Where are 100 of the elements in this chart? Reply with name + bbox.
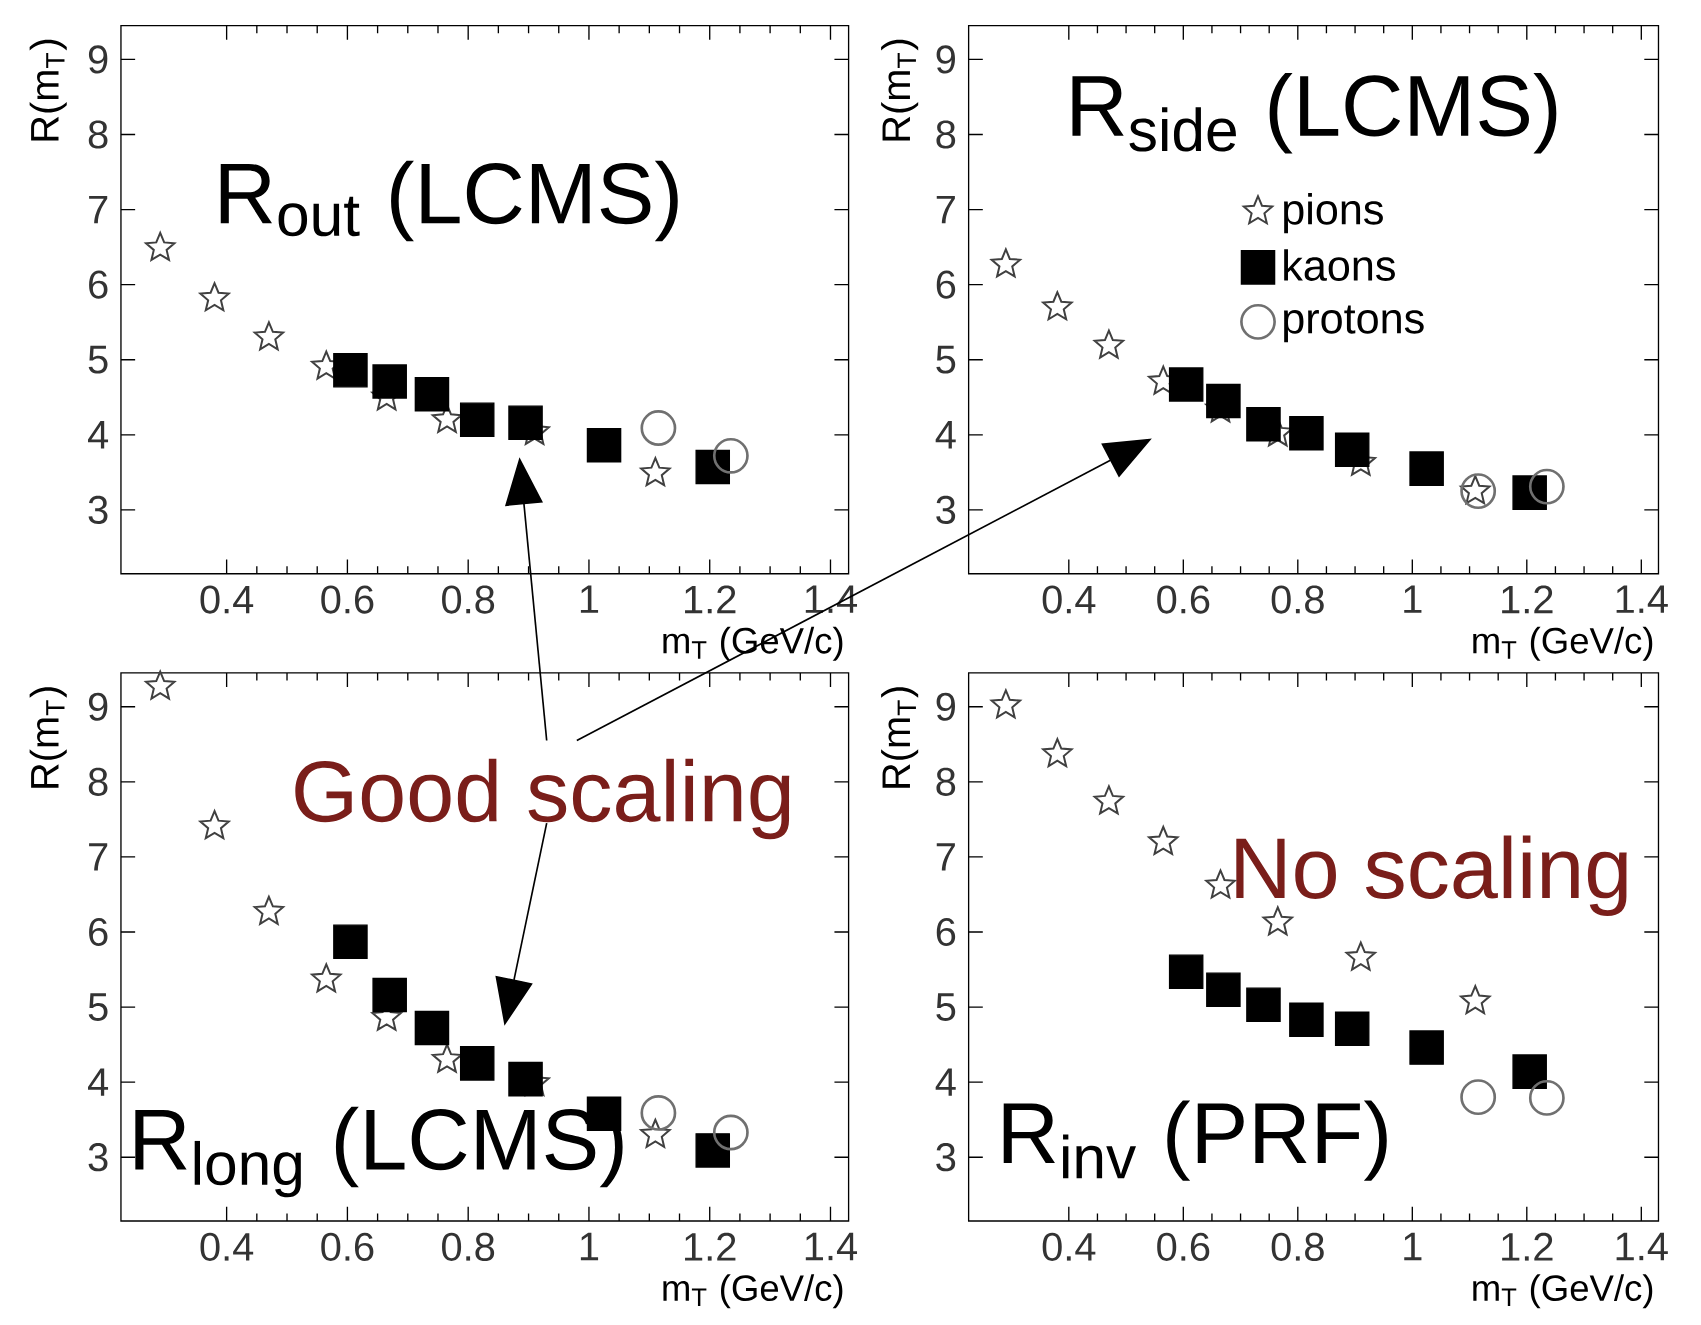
x-tick-label: 0.8 (442, 1232, 495, 1261)
y-tick-label: 4 (88, 1068, 109, 1096)
y-tick-label: 5 (88, 993, 108, 1021)
x-tick-label: 1 (580, 585, 599, 613)
x-tick-label: 1.4 (1616, 585, 1668, 613)
x-tick-label: 0.8 (1271, 585, 1324, 614)
point (1528, 468, 1565, 505)
point (508, 405, 543, 441)
x-axis-title: m$_{T}$ (GeV/c) (663, 1274, 843, 1309)
y-tick-label: 5 (936, 993, 956, 1021)
point (311, 963, 342, 993)
y-tick-label: 3 (936, 495, 956, 524)
point (1512, 1054, 1547, 1089)
x-tick-label: 1.2 (685, 585, 736, 614)
point (333, 352, 368, 388)
point (712, 1114, 749, 1151)
point (586, 428, 622, 463)
x-axis-title: m$_{T}$ (GeV/c) (1473, 1274, 1653, 1309)
point (640, 457, 671, 487)
point (1148, 825, 1179, 855)
x-tick-label: 1 (1404, 1232, 1422, 1261)
point (253, 895, 285, 925)
point (145, 670, 176, 700)
x-tick-label: 1 (580, 1232, 599, 1261)
point (1528, 1079, 1565, 1116)
x-tick-label: 0.4 (1042, 1232, 1096, 1261)
point (1512, 475, 1547, 510)
point (414, 376, 450, 412)
y-tick-label: 3 (936, 1143, 956, 1172)
legend-label: protons (1284, 305, 1424, 343)
x-tick-label: 0.4 (1042, 585, 1096, 614)
y-tick-label: 9 (936, 45, 955, 74)
point (372, 977, 407, 1013)
point (145, 231, 176, 261)
point (990, 248, 1022, 278)
point (459, 402, 495, 438)
x-tick-label: 1.2 (1502, 585, 1553, 614)
y-tick-label: 9 (88, 692, 108, 721)
y-tick-label: 7 (936, 843, 955, 871)
point (333, 924, 368, 960)
annotation: Good scaling (295, 758, 790, 840)
y-tick-label: 9 (88, 45, 108, 74)
point (199, 810, 230, 840)
text: R$_{long}$ (LCMS) (135, 1106, 623, 1198)
x-tick-label: 0.6 (321, 1232, 374, 1261)
point (1460, 1079, 1497, 1116)
y-tick-label: 7 (89, 843, 108, 871)
point (1289, 1002, 1324, 1038)
y-tick-label: 7 (936, 195, 955, 224)
legend-label: kaons (1284, 249, 1395, 281)
point (1345, 941, 1376, 971)
y-tick-label: 6 (936, 917, 956, 947)
point (1334, 1011, 1370, 1047)
point (1246, 407, 1281, 442)
y-tick-label: 8 (936, 120, 956, 149)
x-tick-label: 0.6 (1157, 585, 1210, 614)
x-tick-label: 0.8 (442, 585, 495, 614)
point (508, 1061, 543, 1097)
x-tick-label: 0.4 (200, 1232, 254, 1261)
y-tick-label: 8 (88, 767, 108, 796)
x-tick-label: 1 (1404, 585, 1422, 613)
point (1246, 987, 1281, 1023)
y-tick-label: 6 (936, 270, 956, 299)
point (253, 321, 285, 351)
point (1409, 1030, 1444, 1065)
x-tick-label: 1.2 (1502, 1232, 1553, 1261)
point (1334, 432, 1370, 468)
point (1262, 906, 1293, 936)
x-tick-label: 0.6 (321, 585, 374, 614)
point (1409, 451, 1444, 486)
point (640, 1118, 671, 1148)
y-axis-title: R(m$_{T}$) (881, 687, 919, 788)
text: R$_{inv}$ (PRF) (1003, 1100, 1387, 1181)
point (1042, 738, 1073, 768)
point (695, 449, 731, 485)
y-tick-label: 5 (936, 345, 956, 374)
y-tick-label: 3 (88, 495, 108, 524)
text: R$_{side}$ (LCMS) (1072, 73, 1557, 154)
point (640, 1094, 677, 1131)
x-tick-label: 1.4 (805, 1232, 858, 1261)
y-tick-label: 4 (88, 421, 109, 449)
point (459, 1046, 495, 1081)
point (1093, 785, 1125, 815)
y-tick-label: 9 (936, 692, 955, 721)
x-tick-label: 0.6 (1157, 1232, 1210, 1261)
point (1093, 329, 1125, 359)
point (1168, 367, 1204, 402)
point (1289, 416, 1324, 451)
point (1206, 972, 1241, 1008)
y-axis-title: R(m$_{T}$) (29, 687, 67, 788)
x-tick-label: 1.4 (1616, 1232, 1668, 1261)
x-tick-label: 0.8 (1271, 1232, 1324, 1261)
y-tick-label: 5 (88, 345, 108, 374)
y-axis-title: R(m$_{T}$) (881, 39, 919, 141)
point (1042, 291, 1073, 321)
point (199, 282, 230, 312)
text: R$_{out}$ (LCMS) (220, 160, 678, 242)
x-tick-label: 0.4 (200, 585, 254, 614)
y-tick-label: 6 (89, 917, 108, 947)
x-tick-label: 1.2 (685, 1232, 736, 1261)
